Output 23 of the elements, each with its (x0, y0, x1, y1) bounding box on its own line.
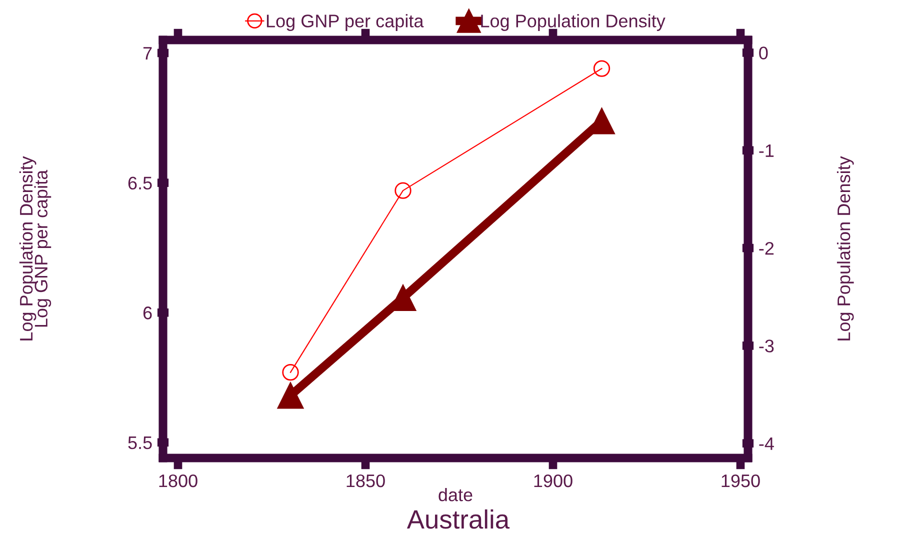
y-tick-label: 5.5 (128, 436, 152, 450)
legend-label: Log Population Density (481, 14, 666, 31)
y-tick-label: 7 (143, 47, 152, 60)
text: Australia (406, 509, 510, 529)
y2-tick-label: -2 (759, 242, 774, 255)
y-tick-label: 6 (143, 306, 152, 320)
y2-axis-title: Log Population Density (836, 156, 854, 340)
x-tick-label: 1950 (722, 474, 760, 488)
y2-tick-label: 0 (759, 46, 768, 60)
legend-label: Log GNP per capita (266, 14, 424, 31)
y-tick-label: 6.5 (128, 176, 152, 190)
y-axis-title: Log Population Density Log GNP per capita (19, 156, 52, 340)
point (277, 382, 304, 409)
point (593, 60, 610, 77)
x-tick-label: 1900 (534, 474, 572, 488)
y2-tick-label: -1 (759, 144, 774, 157)
point (282, 364, 299, 381)
y2-tick-label: -3 (759, 340, 774, 352)
x-tick-label: 1800 (159, 474, 198, 488)
y2-tick-label: -4 (759, 437, 774, 450)
x-tick-label: 1850 (346, 474, 385, 488)
point (394, 182, 412, 199)
x-axis-title: date (438, 488, 472, 502)
